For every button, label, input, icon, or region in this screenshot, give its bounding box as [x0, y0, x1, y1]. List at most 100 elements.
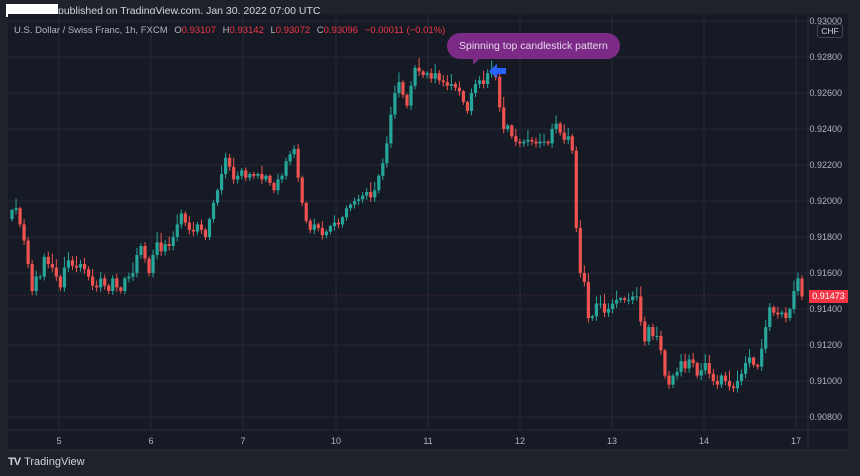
candle	[457, 81, 461, 96]
candle	[643, 316, 647, 346]
candle	[179, 209, 183, 229]
time-tick-label: 12	[515, 436, 525, 446]
price-tick-label: 0.91600	[809, 268, 842, 278]
candle	[522, 139, 526, 147]
candle	[518, 138, 522, 148]
time-tick-label: 6	[148, 436, 153, 446]
candle	[38, 274, 42, 280]
candle	[111, 275, 115, 295]
candle	[357, 194, 361, 206]
candle	[280, 173, 284, 183]
candle	[78, 259, 83, 272]
candle	[594, 296, 599, 321]
candle	[715, 374, 719, 389]
candle	[191, 221, 195, 237]
high-value: 0.93142	[229, 25, 264, 36]
candle	[30, 259, 34, 296]
candle	[405, 93, 409, 109]
time-tick-label: 17	[791, 436, 801, 446]
candle	[70, 256, 75, 270]
candle	[582, 265, 586, 287]
annotation-callout[interactable]: Spinning top candlestick pattern	[447, 33, 620, 59]
candle	[95, 280, 99, 292]
candle	[264, 174, 268, 183]
low-value: 0.93072	[275, 25, 311, 36]
candle	[175, 214, 179, 242]
candle	[691, 352, 695, 368]
candle	[353, 197, 357, 209]
candle	[284, 157, 288, 180]
candle	[22, 219, 26, 245]
candle	[574, 146, 578, 233]
candle	[461, 89, 466, 105]
candle	[316, 222, 320, 232]
candle	[167, 236, 171, 251]
candle	[159, 232, 163, 256]
candle	[639, 286, 643, 326]
candle	[550, 123, 554, 148]
candle	[324, 229, 328, 239]
candle	[562, 124, 566, 145]
candle	[74, 256, 79, 272]
open-label: O	[174, 25, 182, 36]
candle	[91, 269, 95, 291]
candle	[244, 167, 248, 182]
candle	[699, 363, 703, 381]
time-tick-label: 5	[56, 436, 61, 446]
candle	[86, 266, 91, 281]
candle	[151, 249, 155, 278]
candle	[719, 373, 723, 388]
candle	[627, 293, 631, 305]
candle	[647, 324, 651, 345]
candle	[18, 206, 22, 228]
candle	[336, 218, 341, 229]
candle	[195, 221, 200, 236]
candle	[695, 361, 699, 379]
left-arrow-icon	[489, 64, 506, 78]
candle	[739, 369, 744, 386]
candle	[304, 201, 308, 224]
candle	[288, 151, 292, 166]
candle	[183, 211, 187, 227]
candle	[667, 370, 671, 389]
candle	[312, 218, 316, 235]
candle	[107, 283, 111, 295]
candle	[445, 75, 449, 91]
candle	[590, 314, 595, 321]
candle	[703, 354, 707, 375]
candle	[752, 356, 756, 368]
currency-tag: CHF	[817, 24, 843, 38]
ohlc-legend: U.S. Dollar / Swiss Franc, 1h, FXCM O 0.9…	[14, 25, 445, 36]
candle	[437, 69, 441, 85]
candle	[228, 154, 232, 171]
symbol-description: U.S. Dollar / Swiss Franc, 1h, FXCM	[14, 25, 168, 36]
candle	[393, 85, 397, 120]
time-tick-label: 11	[423, 436, 432, 446]
high-label: H	[222, 25, 230, 36]
candle	[308, 218, 312, 234]
time-tick-label: 10	[331, 436, 341, 446]
candle	[727, 370, 732, 391]
candle	[558, 121, 562, 136]
candle	[292, 145, 296, 159]
candle	[679, 354, 683, 377]
candle	[788, 307, 792, 322]
candle	[614, 290, 619, 309]
price-tick-label: 0.91400	[809, 304, 842, 314]
candle	[50, 253, 54, 272]
candle	[683, 353, 687, 373]
candle	[236, 171, 240, 184]
candle	[711, 369, 715, 386]
candle	[340, 215, 345, 228]
candle	[768, 302, 772, 332]
candle	[147, 256, 151, 277]
candle	[207, 217, 212, 241]
candle	[473, 79, 478, 98]
candle	[449, 73, 453, 91]
candle	[417, 57, 421, 76]
price-tick-label: 0.91200	[809, 340, 842, 350]
price-tick-label: 0.92000	[809, 196, 842, 206]
time-tick-label: 13	[607, 436, 617, 446]
candle	[578, 220, 582, 278]
